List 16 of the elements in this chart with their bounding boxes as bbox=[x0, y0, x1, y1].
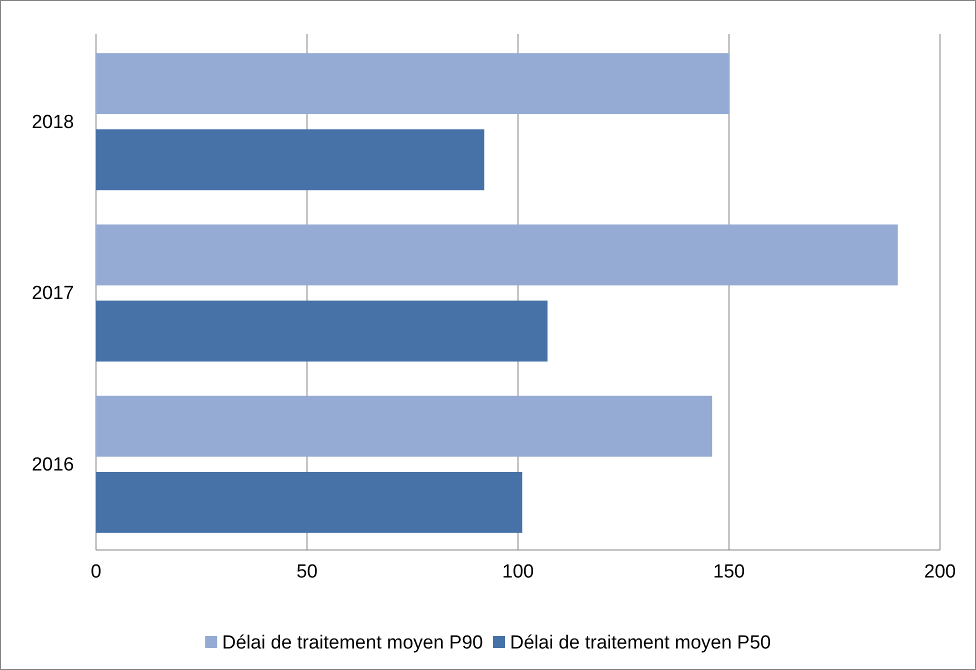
bar bbox=[96, 224, 898, 286]
x-tick-label: 150 bbox=[713, 561, 745, 582]
y-tick-label: 2016 bbox=[32, 454, 74, 476]
x-tick-label: 200 bbox=[924, 561, 956, 582]
bar bbox=[96, 53, 729, 114]
legend-label: Délai de traitement moyen P50 bbox=[510, 632, 771, 654]
x-tick-label: 100 bbox=[502, 561, 534, 582]
x-tick-label: 50 bbox=[296, 561, 318, 582]
bar bbox=[96, 300, 548, 362]
legend-label: Délai de traitement moyen P90 bbox=[222, 632, 483, 654]
y-tick-label: 2017 bbox=[32, 283, 74, 304]
bar bbox=[96, 472, 522, 533]
x-tick-label: 0 bbox=[90, 561, 102, 582]
bar bbox=[96, 396, 712, 457]
y-tick-label: 2018 bbox=[32, 112, 74, 133]
bar bbox=[96, 129, 484, 190]
